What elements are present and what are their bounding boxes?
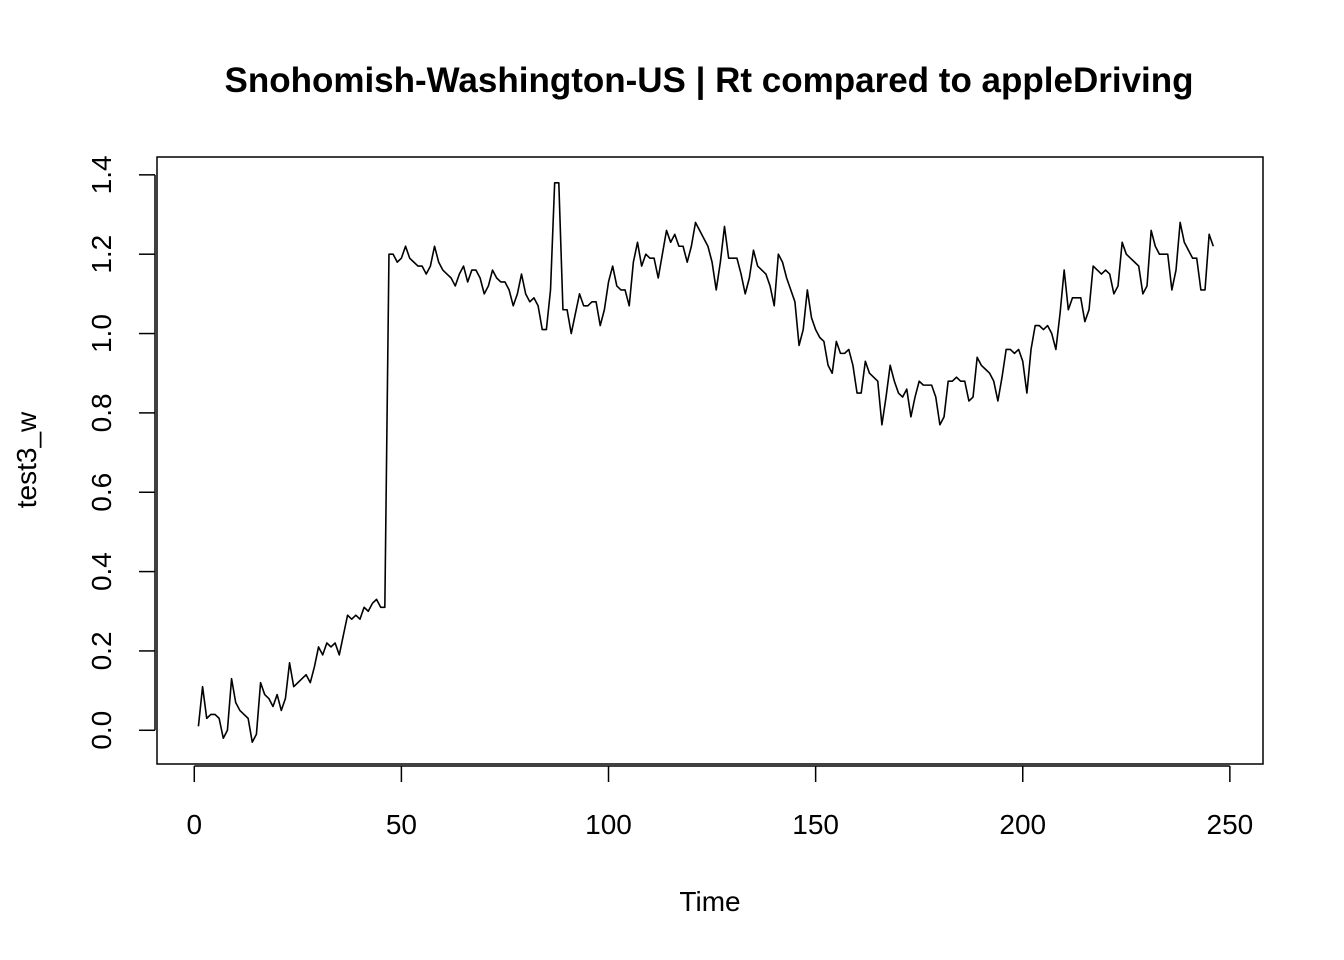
- y-tick-label: 0.6: [86, 473, 117, 512]
- y-tick-label: 0.8: [86, 393, 117, 432]
- y-tick-label: 1.0: [86, 314, 117, 353]
- x-tick-label: 200: [999, 809, 1046, 840]
- x-tick-label: 100: [585, 809, 632, 840]
- plot-area-border: [156, 156, 1264, 765]
- series-line: [197, 181, 1215, 743]
- y-axis: 0.0 0.2 0.4 0.6 0.8 1.0 1.2 1.4: [86, 155, 156, 750]
- x-tick-label: 0: [186, 809, 202, 840]
- x-axis: 0 50 100 150 200 250: [186, 765, 1254, 840]
- y-axis-label: test3_w: [11, 411, 42, 508]
- y-tick-label: 1.2: [86, 235, 117, 274]
- series-layer: [197, 181, 1215, 743]
- y-tick-label: 1.4: [86, 155, 117, 194]
- x-tick-label: 250: [1207, 809, 1254, 840]
- y-tick-label: 0.0: [86, 711, 117, 750]
- x-axis-label: Time: [679, 886, 740, 917]
- x-tick-label: 50: [386, 809, 417, 840]
- chart-title: Snohomish-Washington-US | Rt compared to…: [224, 61, 1193, 100]
- x-tick-label: 150: [792, 809, 839, 840]
- y-tick-label: 0.4: [86, 552, 117, 591]
- y-tick-label: 0.2: [86, 631, 117, 670]
